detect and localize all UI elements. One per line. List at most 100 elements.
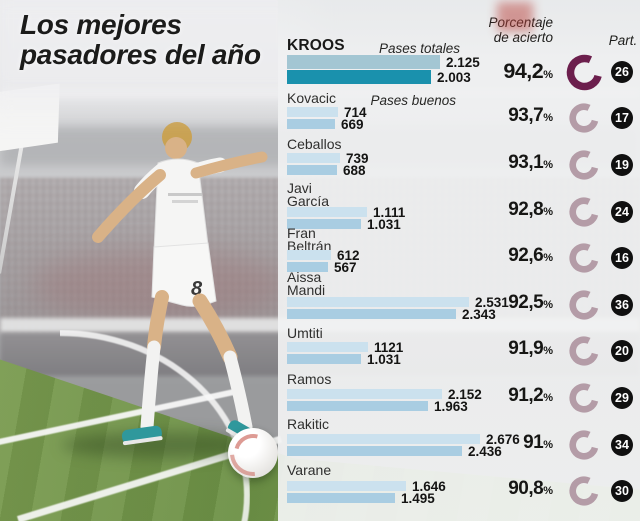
accuracy-ring-icon — [569, 476, 599, 506]
good-passes-value: 567 — [334, 260, 357, 275]
football — [228, 428, 278, 478]
player-name: Umtiti — [287, 325, 323, 341]
percent-symbol: % — [543, 299, 553, 311]
participation-badge: 34 — [611, 434, 633, 456]
player-name: Ramos — [287, 371, 332, 387]
player-arm — [92, 169, 166, 243]
accuracy-percentage: 93,7% — [468, 105, 553, 127]
good-passes-value: 669 — [341, 117, 364, 132]
accuracy-header-line2: de acierto — [493, 29, 553, 45]
accuracy-ring-icon — [569, 290, 599, 320]
total-passes-value: 2.152 — [448, 387, 482, 402]
total-passes-value: 714 — [344, 105, 367, 120]
accuracy-number: 90,8 — [508, 478, 544, 499]
total-passes-bar — [287, 434, 480, 444]
good-passes-bar — [287, 401, 428, 411]
good-passes-bar — [287, 262, 328, 272]
player-boot — [121, 425, 163, 446]
good-passes-bar — [287, 165, 337, 175]
accuracy-percentage: 92,8% — [468, 199, 553, 221]
player-name-line: Ramos — [287, 371, 332, 387]
percent-symbol: % — [543, 206, 553, 218]
title-backdrop — [0, 0, 310, 105]
accuracy-number: 91 — [523, 432, 544, 453]
accuracy-percentage: 94,2% — [468, 59, 553, 84]
accuracy-header-line1: Porcentaje — [433, 15, 553, 31]
player-name-line: Beltrán — [287, 238, 332, 254]
player-name-line: Javi — [287, 180, 312, 196]
player-head — [165, 137, 187, 159]
total-passes-bar — [287, 250, 331, 260]
good-passes-value: 2.343 — [462, 307, 496, 322]
good-passes-value: 1.963 — [434, 399, 468, 414]
participation-badge: 19 — [611, 154, 633, 176]
participation-badge: 17 — [611, 107, 633, 129]
player-name-line: Umtiti — [287, 325, 323, 341]
player-name: Javi García — [287, 180, 329, 208]
percent-symbol: % — [543, 252, 553, 264]
player-figure: 8 — [92, 122, 268, 452]
accuracy-number: 91,9 — [508, 338, 544, 359]
player-name-line: Aissa — [287, 269, 322, 285]
infographic-title: Los mejores pasadores del año — [20, 10, 261, 70]
player-name: Kovacic — [287, 90, 337, 106]
total-passes-bar — [287, 389, 442, 399]
player-arm — [190, 151, 268, 179]
total-passes-value: 612 — [337, 248, 360, 263]
total-passes-value: 1.646 — [412, 479, 446, 494]
player-name: Ceballos — [287, 136, 342, 152]
accuracy-number: 93,7 — [508, 105, 544, 126]
good-passes-bar — [287, 354, 361, 364]
title-line1: Los mejores — [20, 9, 182, 40]
accuracy-percentage: 92,6% — [468, 245, 553, 267]
total-passes-bar — [287, 107, 338, 117]
accuracy-ring-icon — [566, 54, 603, 91]
total-passes-bar — [287, 55, 440, 69]
participation-badge: 36 — [611, 294, 633, 316]
good-passes-bar — [287, 70, 431, 84]
percent-symbol: % — [543, 345, 553, 357]
accuracy-percentage: 91,2% — [468, 385, 553, 407]
total-passes-value: 2.676 — [486, 432, 520, 447]
player-name-line: Fran — [287, 225, 316, 241]
accuracy-ring-icon — [569, 243, 599, 273]
player-name: KROOS — [287, 38, 345, 54]
chart-panel: Porcentaje de acierto Part. Pases totale… — [278, 0, 640, 521]
participation-badge: 20 — [611, 340, 633, 362]
accuracy-number: 92,6 — [508, 245, 544, 266]
accuracy-percentage: 93,1% — [468, 152, 553, 174]
good-passes-value: 1.031 — [367, 352, 401, 367]
total-passes-legend: Pases totales — [378, 41, 460, 56]
player-name: Aissa Mandi — [287, 269, 325, 297]
accuracy-ring-icon — [569, 430, 599, 460]
player-name-line: Kovacic — [287, 90, 337, 106]
total-passes-value: 1121 — [374, 340, 404, 355]
player-name: Rakitic — [287, 416, 330, 432]
percent-symbol: % — [543, 112, 553, 124]
total-passes-value: 739 — [346, 151, 369, 166]
good-passes-bar — [287, 119, 335, 129]
percent-symbol: % — [543, 69, 553, 81]
total-passes-bar — [287, 297, 469, 307]
total-passes-bar — [287, 207, 367, 217]
player-name-line: Varane — [287, 462, 332, 478]
good-passes-bar — [287, 309, 456, 319]
good-passes-value: 1.495 — [401, 491, 435, 506]
total-passes-bar — [287, 481, 406, 491]
player-name: Fran Beltrán — [287, 225, 332, 254]
participation-badge: 30 — [611, 480, 633, 502]
player-name-line: Rakitic — [287, 416, 330, 432]
accuracy-number: 92,8 — [508, 199, 544, 220]
participation-badge: 16 — [611, 247, 633, 269]
player-thigh — [147, 290, 169, 354]
accuracy-number: 91,2 — [508, 385, 544, 406]
player-sock — [140, 340, 161, 434]
jersey-sponsor-mark — [168, 193, 202, 196]
total-passes-value: 2.531 — [475, 295, 509, 310]
player-name: Varane — [287, 462, 332, 478]
title-line2: pasadores del año — [20, 38, 261, 70]
accuracy-percentage: 91% — [468, 432, 553, 454]
player-name-line: Ceballos — [287, 136, 342, 152]
participation-column-header: Part. — [608, 33, 638, 48]
